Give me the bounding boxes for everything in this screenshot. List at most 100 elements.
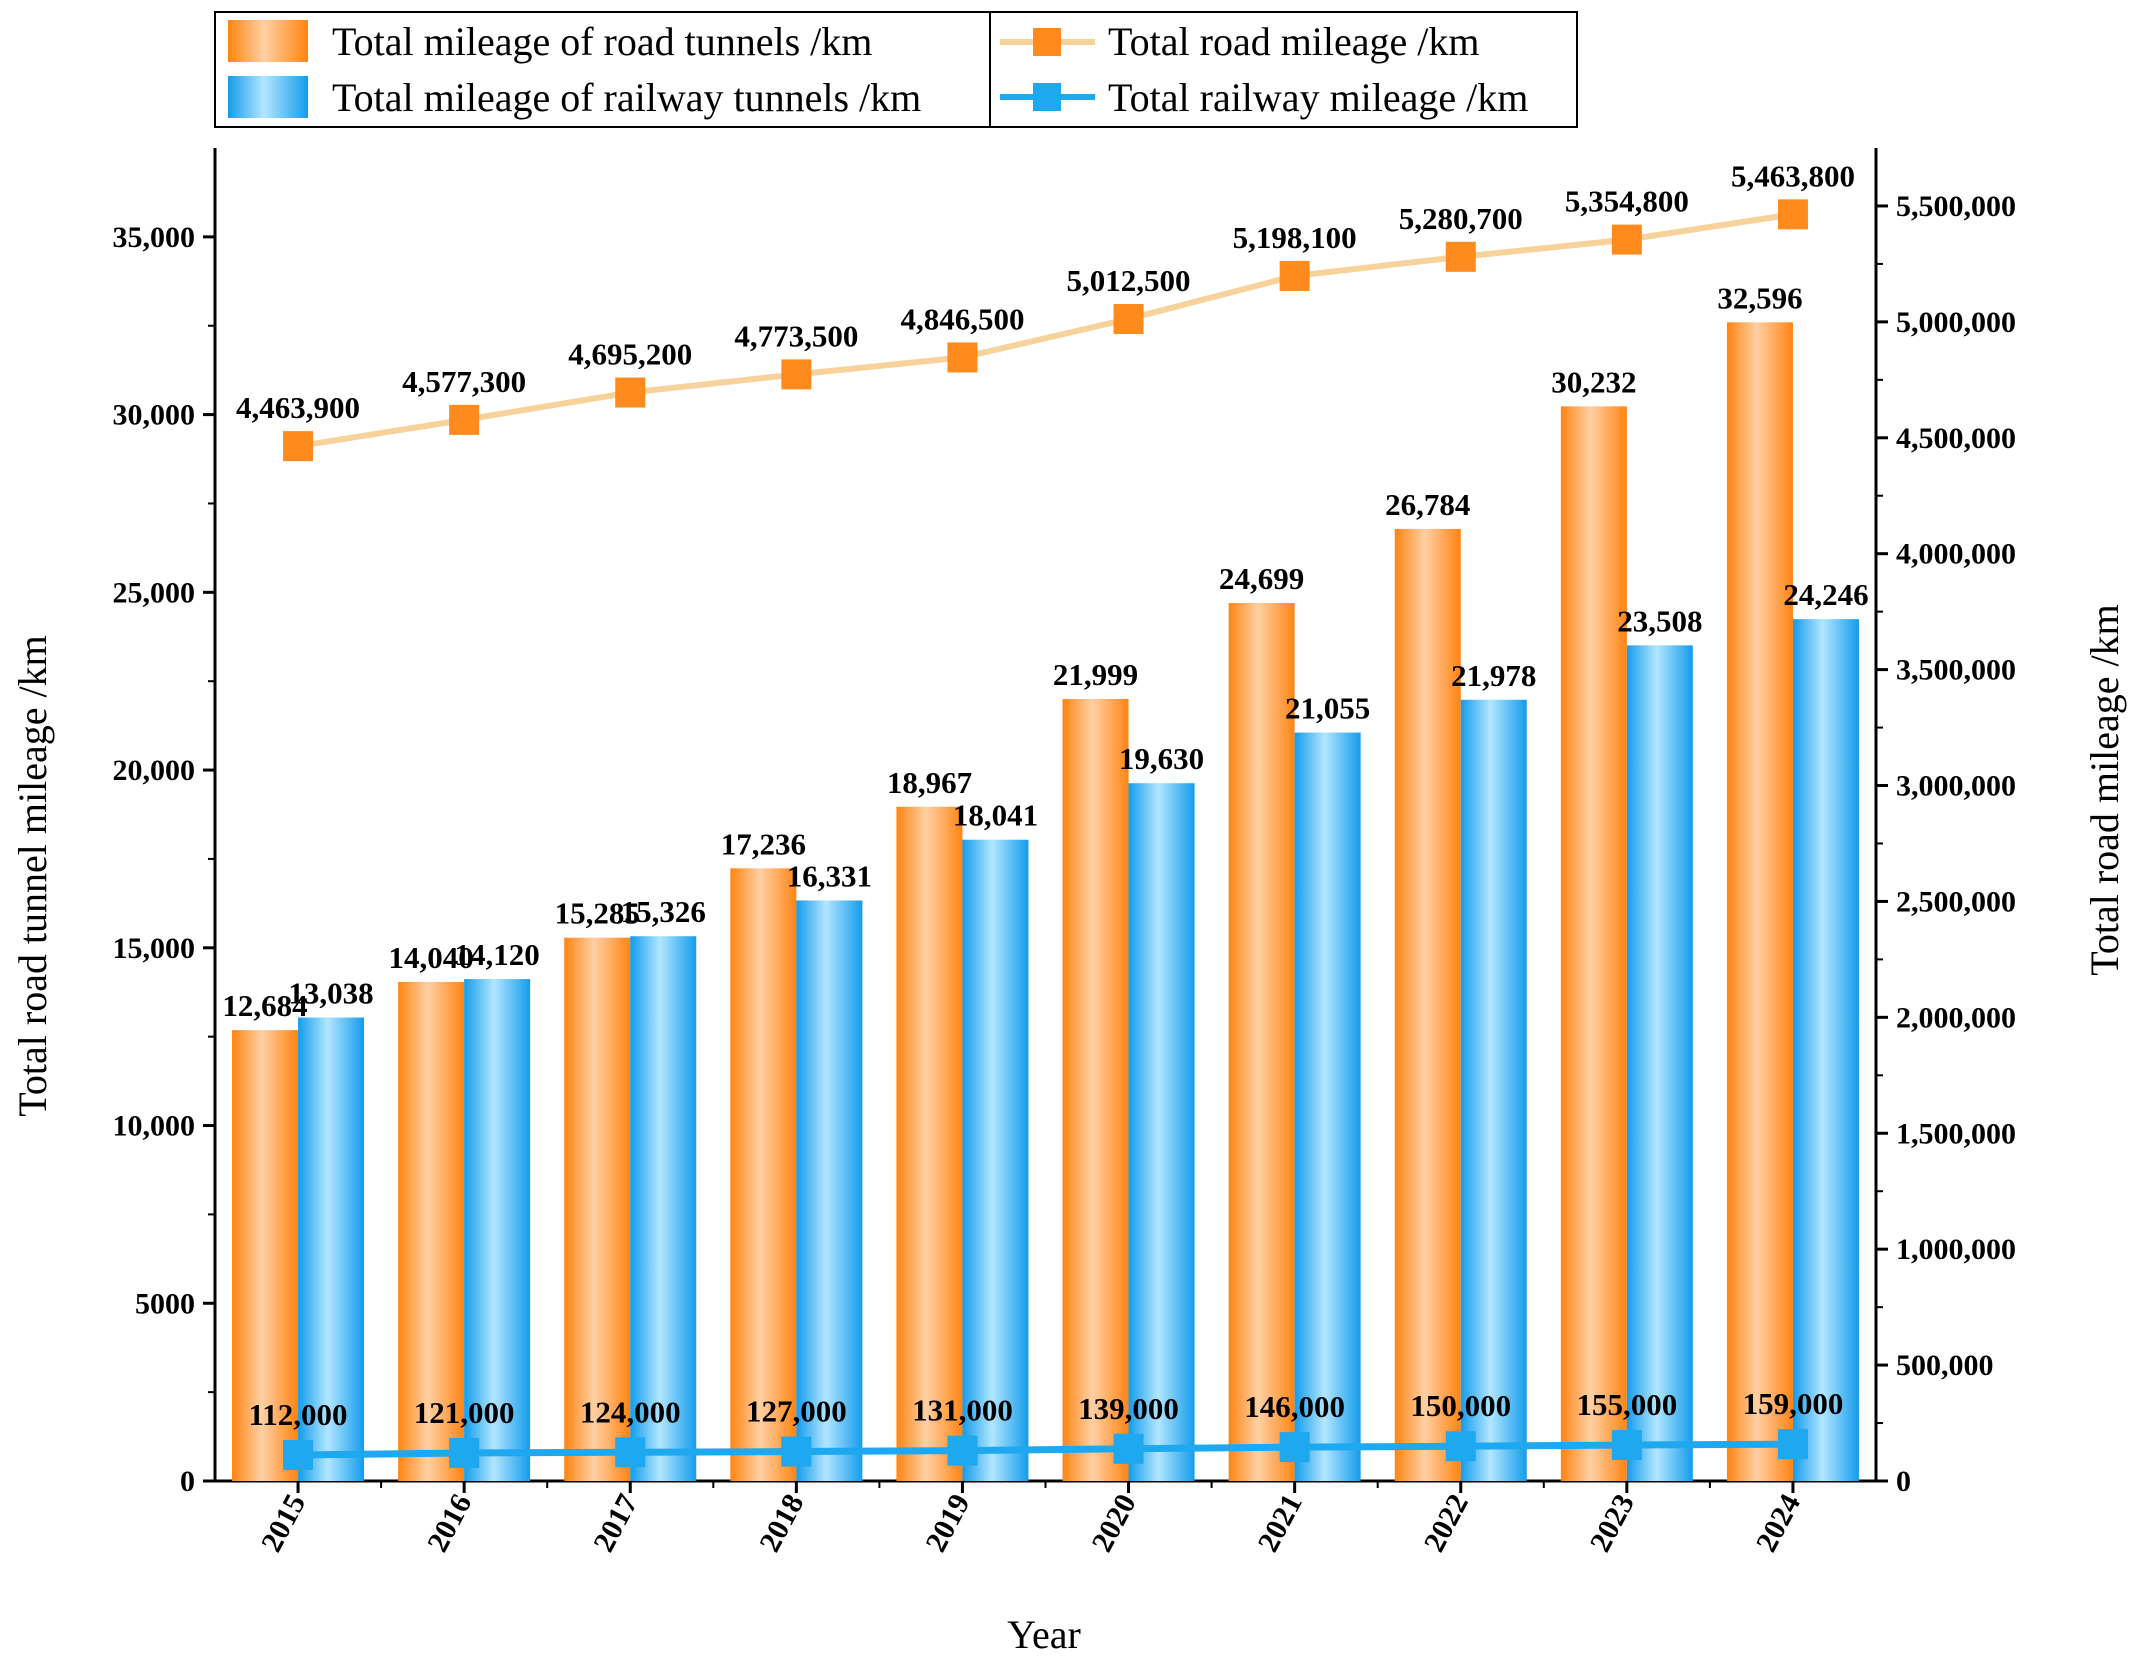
bar-road-tunnel (1560, 406, 1627, 1482)
x-tick-label: 2020 (1085, 1489, 1142, 1557)
label-railway-mileage: 155,000 (1576, 1387, 1677, 1422)
bar-railway-tunnel (630, 936, 697, 1481)
bar-road-tunnel (730, 868, 797, 1481)
label-road-tunnel: 21,999 (1053, 657, 1138, 692)
marker-road-mileage (283, 431, 314, 462)
x-axis-title: Year (1007, 1612, 1081, 1657)
x-tick-label: 2021 (1252, 1489, 1309, 1557)
legend-box (214, 11, 1578, 128)
label-road-mileage: 5,012,500 (1067, 263, 1191, 298)
y-right-tick-label: 1,500,000 (1896, 1117, 2016, 1150)
label-road-tunnel: 17,236 (721, 826, 806, 861)
marker-road-mileage (1611, 224, 1642, 255)
label-railway-tunnel: 21,978 (1451, 658, 1536, 693)
label-railway-mileage: 127,000 (746, 1394, 847, 1429)
marker-road-mileage (781, 359, 812, 390)
bar-railway-tunnel (1792, 619, 1859, 1481)
bar-road-tunnel (232, 1030, 299, 1481)
label-road-tunnel: 30,232 (1551, 364, 1636, 399)
marker-railway-mileage (1279, 1432, 1310, 1463)
bars-layer (232, 322, 1859, 1482)
bar-railway-tunnel (1294, 732, 1361, 1481)
bar-road-tunnel (896, 806, 963, 1481)
label-road-mileage: 4,695,200 (568, 337, 692, 372)
label-railway-tunnel: 13,038 (288, 976, 373, 1011)
label-railway-tunnel: 16,331 (787, 858, 872, 893)
label-road-mileage: 4,577,300 (402, 364, 526, 399)
y-left-tick-label: 25,000 (113, 576, 196, 609)
label-railway-tunnel: 18,041 (953, 798, 1038, 833)
label-road-mileage: 5,463,800 (1731, 158, 1855, 193)
label-railway-mileage: 124,000 (580, 1394, 681, 1429)
bar-road-tunnel (1394, 528, 1461, 1481)
label-railway-mileage: 131,000 (912, 1393, 1013, 1428)
marker-railway-mileage (1777, 1429, 1808, 1460)
lines-layer (283, 199, 1808, 1471)
y-right-tick-label: 2,000,000 (1896, 1001, 2016, 1034)
bar-railway-tunnel (298, 1017, 365, 1481)
x-tick-label: 2023 (1584, 1489, 1641, 1557)
y-right-tick-label: 3,000,000 (1896, 770, 2016, 803)
label-railway-tunnel: 21,055 (1285, 691, 1370, 726)
marker-road-mileage (947, 342, 978, 373)
y-right-tick-label: 500,000 (1896, 1349, 1994, 1382)
label-road-mileage: 5,354,800 (1565, 184, 1689, 219)
label-railway-mileage: 112,000 (249, 1397, 348, 1432)
label-railway-mileage: 150,000 (1410, 1388, 1511, 1423)
legend-marker-road (1033, 28, 1061, 56)
legend: Total mileage of road tunnels /km Total … (214, 11, 1578, 128)
label-road-tunnel: 18,967 (887, 765, 972, 800)
x-tick-label: 2015 (255, 1489, 312, 1557)
y-right-tick-label: 0 (1896, 1465, 1911, 1498)
bar-railway-tunnel (1626, 645, 1693, 1481)
y-right-tick-label: 3,500,000 (1896, 654, 2016, 687)
y-left-tick-label: 5000 (135, 1287, 195, 1320)
y-left-tick-label: 20,000 (113, 754, 196, 787)
label-road-tunnel: 24,699 (1219, 561, 1304, 596)
y-right-tick-label: 4,500,000 (1896, 422, 2016, 455)
label-road-mileage: 5,198,100 (1233, 220, 1357, 255)
y-left-tick-label: 0 (180, 1465, 195, 1498)
legend-label-railway-mileage: Total railway mileage /km (1108, 75, 1528, 120)
bar-road-tunnel (1228, 603, 1295, 1481)
legend-swatch-road-tunnels (228, 20, 308, 62)
marker-road-mileage (615, 377, 646, 408)
y-left-tick-label: 30,000 (113, 399, 196, 432)
line-road-mileage (297, 211, 1794, 450)
bar-road-tunnel (398, 981, 465, 1481)
x-tick-label: 2022 (1418, 1489, 1475, 1557)
label-railway-tunnel: 24,246 (1783, 577, 1868, 612)
label-road-tunnel: 32,596 (1717, 280, 1802, 315)
x-tick-label: 2017 (587, 1489, 644, 1557)
label-railway-tunnel: 15,326 (621, 894, 706, 929)
marker-railway-mileage (947, 1435, 978, 1466)
y-axis-right-title: Total road mileage /km (2082, 604, 2127, 976)
label-railway-mileage: 159,000 (1743, 1386, 1844, 1421)
x-tick-label: 2018 (753, 1489, 810, 1557)
bar-road-tunnel (1726, 322, 1793, 1482)
label-road-tunnel: 12,684 (222, 988, 307, 1023)
legend-marker-railway (1033, 83, 1061, 111)
marker-railway-mileage (283, 1440, 314, 1471)
bar-railway-tunnel (1460, 699, 1527, 1481)
label-road-mileage: 4,846,500 (900, 301, 1024, 336)
bar-road-tunnel (1062, 699, 1129, 1481)
label-railway-tunnel: 14,120 (455, 937, 540, 972)
x-tick-label: 2019 (919, 1489, 976, 1557)
y-right-tick-label: 5,000,000 (1896, 306, 2016, 339)
marker-road-mileage (1113, 303, 1144, 334)
bar-road-tunnel (564, 937, 631, 1481)
legend-label-railway-tunnels: Total mileage of railway tunnels /km (332, 75, 921, 120)
label-railway-tunnel: 23,508 (1617, 603, 1702, 638)
line-railway-mileage (298, 1440, 1793, 1459)
label-road-tunnel: 14,040 (389, 940, 474, 975)
label-railway-mileage: 121,000 (414, 1395, 515, 1430)
marker-railway-mileage (781, 1436, 812, 1467)
y-right-tick-label: 2,500,000 (1896, 885, 2016, 918)
bar-railway-tunnel (464, 979, 531, 1481)
y-left-tick-label: 35,000 (113, 221, 196, 254)
bar-railway-tunnel (1128, 783, 1195, 1481)
